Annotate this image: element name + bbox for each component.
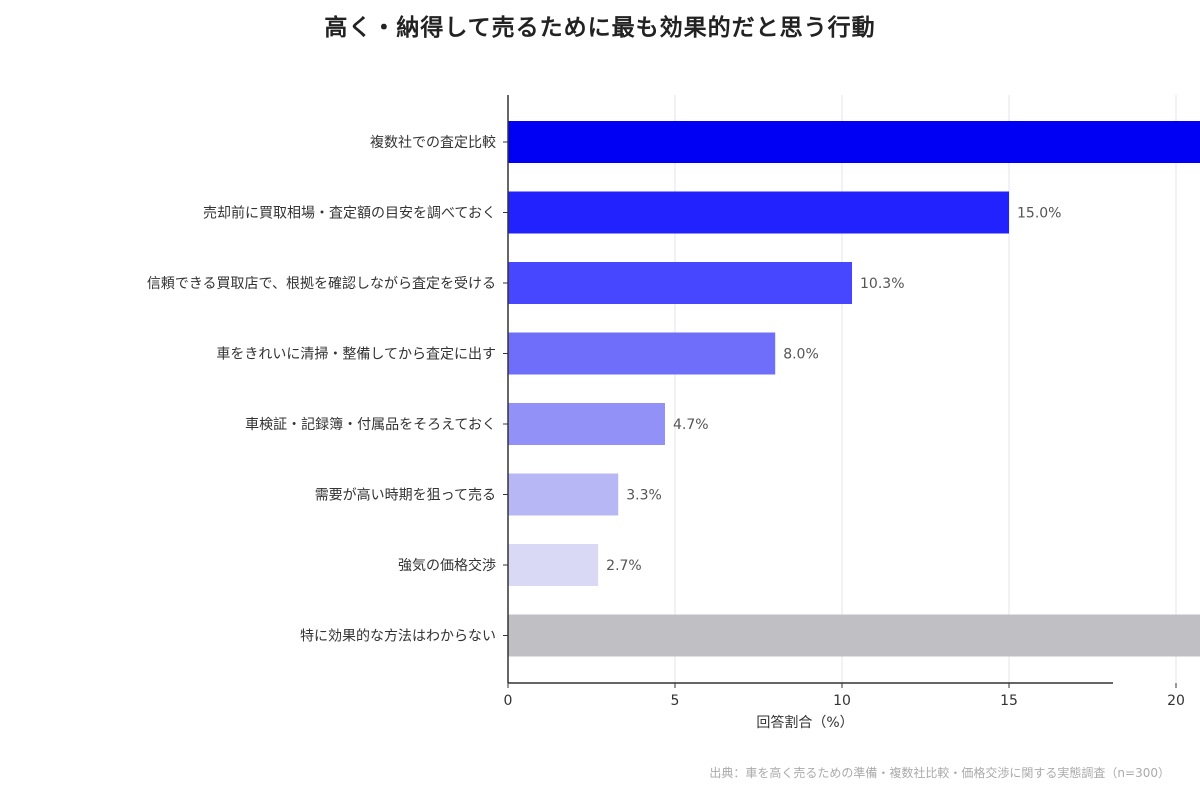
axes: 05101520253035複数社での査定比較売却前に買取相場・査定額の目安を調… (147, 95, 1185, 709)
category-label: 特に効果的な方法はわからない (300, 629, 496, 645)
chart-title: 高く・納得して売るために最も効果的だと思う行動 (324, 15, 876, 41)
x-tick-label: 20 (1167, 693, 1185, 709)
bar (508, 544, 599, 586)
x-tick-label: 10 (833, 693, 851, 709)
value-label: 4.7% (673, 417, 709, 433)
value-label: 8.0% (783, 347, 819, 363)
source-note: 出典：車を高く売るための準備・複数社比較・価格交渉に関する実態調査（n=300） (709, 766, 1170, 780)
bar (508, 191, 1009, 234)
bar (508, 332, 776, 375)
x-tick-label: 15 (1000, 693, 1018, 709)
bar (508, 614, 1200, 657)
value-label: 3.3% (626, 488, 662, 504)
category-label: 信頼できる買取店で、根拠を確認しながら査定を受ける (147, 276, 496, 292)
bar (508, 121, 1200, 163)
bar (508, 473, 619, 516)
bars: 26.3%15.0%10.3%8.0%4.7%3.3%2.7%29.7% (508, 121, 1200, 657)
bar (508, 262, 853, 304)
x-axis-label: 回答割合（%） (756, 714, 853, 731)
value-label: 2.7% (606, 558, 642, 574)
category-label: 複数社での査定比較 (370, 134, 496, 151)
category-label: 売却前に買取相場・査定額の目安を調べておく (203, 205, 496, 222)
gridlines (674, 95, 1177, 683)
x-tick-label: 0 (504, 693, 513, 709)
bar (508, 403, 665, 445)
category-label: 車検証・記録簿・付属品をそろえておく (245, 416, 496, 433)
category-label: 需要が高い時期を狙って売る (315, 487, 496, 504)
value-label: 10.3% (860, 276, 904, 292)
x-tick-label: 5 (671, 693, 680, 709)
category-label: 強気の価格交渉 (398, 557, 496, 574)
category-label: 車をきれいに清掃・整備してから査定に出す (216, 346, 496, 363)
value-label: 15.0% (1017, 206, 1061, 222)
